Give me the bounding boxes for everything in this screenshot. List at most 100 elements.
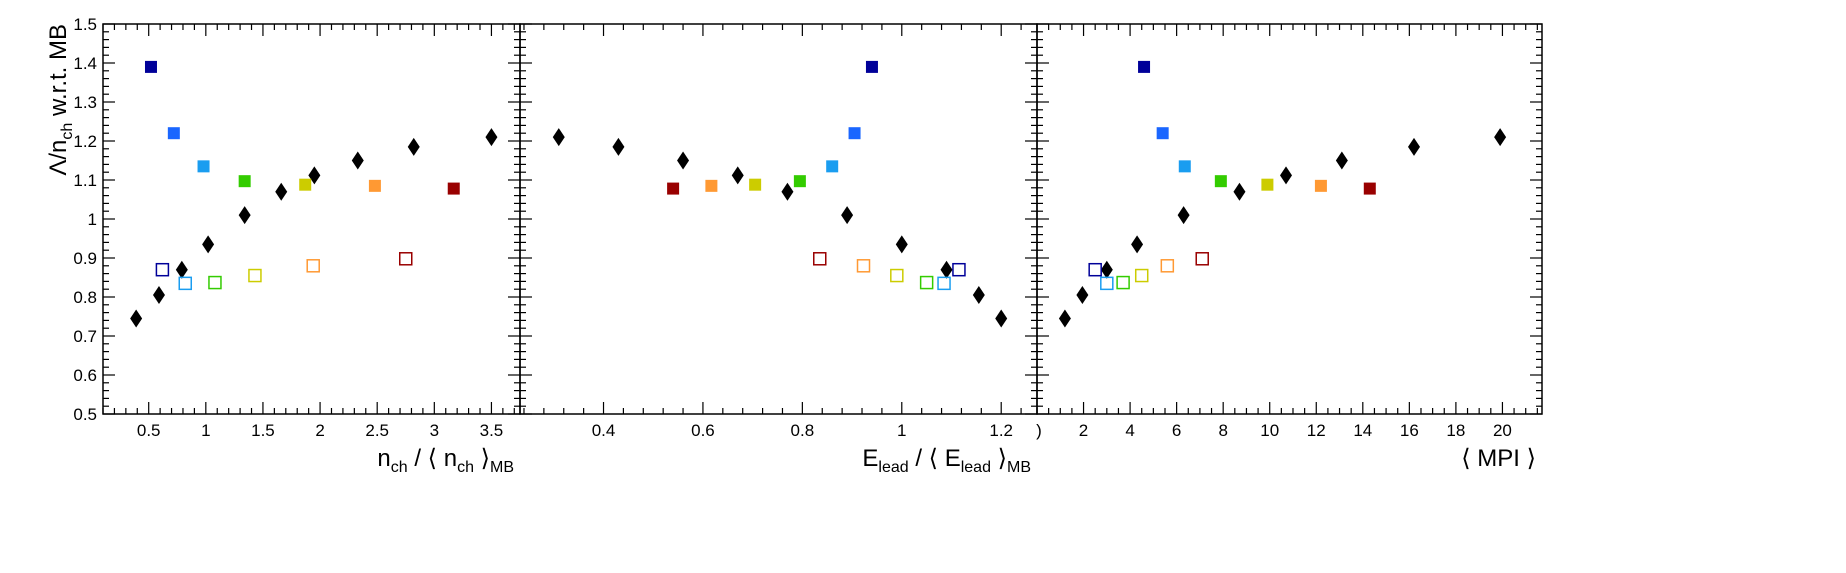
x-tick-label: 0.4: [592, 421, 616, 440]
x-tick-label: 3.5: [480, 421, 504, 440]
data-point-square-filled: [749, 178, 762, 191]
x-tick-label: 0.6: [691, 421, 715, 440]
data-point-square-filled: [238, 175, 251, 188]
panel-frame-1: [102, 23, 521, 415]
data-point-diamond: [1408, 137, 1421, 156]
data-point-square-open: [856, 259, 871, 273]
data-point-diamond: [202, 235, 215, 254]
data-point-diamond: [940, 260, 953, 279]
data-point-square-filled: [848, 127, 861, 140]
data-point-square-filled: [144, 60, 157, 73]
x-tick-label-partial: ): [1036, 421, 1042, 440]
data-point-diamond: [152, 286, 165, 305]
data-point-square-filled: [705, 179, 718, 192]
data-point-square-filled: [197, 160, 210, 173]
data-point-diamond: [485, 128, 498, 147]
data-point-diamond: [1131, 235, 1144, 254]
data-point-diamond: [238, 206, 251, 225]
x-tick-label: 10: [1260, 421, 1279, 440]
data-point-square-open: [1100, 276, 1114, 291]
data-point-diamond: [130, 309, 143, 328]
data-point-square-open: [890, 268, 904, 283]
data-point-square-open: [952, 262, 966, 277]
panel-frame-2: [519, 23, 1038, 415]
data-point-square-open: [248, 268, 262, 283]
y-tick-label: 1.1: [73, 171, 97, 190]
x-tick-label: 14: [1353, 421, 1372, 440]
data-point-square-filled: [447, 182, 460, 195]
x-tick-label: 6: [1172, 421, 1181, 440]
data-point-diamond: [1494, 128, 1507, 147]
data-marks: [130, 60, 1507, 328]
y-tick-label: 1: [88, 210, 97, 229]
y-tick-label: 0.8: [73, 288, 97, 307]
x-axis-title-1: nch / ⟨ nch ⟩MB: [377, 445, 514, 476]
x-tick-label: 16: [1400, 421, 1419, 440]
data-point-square-open: [937, 276, 951, 291]
data-point-square-open: [306, 259, 320, 273]
y-tick-label: 1.2: [73, 132, 97, 151]
data-point-diamond: [612, 137, 625, 156]
data-point-diamond: [552, 128, 565, 147]
y-tick-label: 1.4: [73, 54, 97, 73]
x-tick-label: 1.5: [251, 421, 275, 440]
x-tick-label: 2.5: [365, 421, 389, 440]
data-point-diamond: [841, 206, 854, 225]
data-point-diamond: [677, 151, 690, 170]
data-point-diamond: [1058, 309, 1071, 328]
x-tick-label: 0.8: [791, 421, 815, 440]
data-point-diamond: [1335, 151, 1348, 170]
x-tick-label: 4: [1125, 421, 1134, 440]
axis-ticks: [102, 23, 1542, 415]
data-point-square-filled: [1156, 127, 1169, 140]
data-point-square-filled: [299, 178, 312, 191]
y-tick-label: 0.9: [73, 249, 97, 268]
data-point-diamond: [1076, 286, 1089, 305]
data-point-square-open: [208, 275, 222, 290]
x-tick-label: 18: [1446, 421, 1465, 440]
data-point-square-open: [1160, 259, 1175, 273]
data-point-square-open: [155, 262, 170, 277]
tick-labels: 0.5 1 1.5 2 2.5 3 3.5 0.4 0.6 0.8 1 1.2 2 4 6 8 10 12 14 16…: [73, 15, 1512, 440]
data-point-diamond: [1100, 260, 1113, 279]
data-point-square-filled: [167, 127, 180, 140]
y-tick-label: 0.7: [73, 327, 97, 346]
data-point-square-filled: [1314, 179, 1327, 192]
data-point-square-open: [1116, 275, 1130, 290]
data-point-diamond: [995, 309, 1008, 328]
data-point-diamond: [781, 182, 794, 201]
data-point-square-filled: [667, 182, 680, 195]
data-point-square-filled: [1363, 182, 1376, 195]
data-point-diamond: [175, 260, 188, 279]
y-tick-label: 0.6: [73, 366, 97, 385]
data-point-square-filled: [1178, 160, 1191, 173]
x-tick-label: 2: [1079, 421, 1088, 440]
y-axis-title: Λ/nch w.r.t. MB: [45, 24, 76, 176]
x-tick-label: 2: [315, 421, 324, 440]
data-point-square-filled: [793, 175, 806, 188]
data-point-square-open: [1088, 262, 1102, 277]
data-point-square-filled: [1261, 178, 1274, 191]
x-tick-label: 0.5: [137, 421, 161, 440]
x-tick-label: 1: [897, 421, 906, 440]
x-tick-label: 1: [201, 421, 210, 440]
data-point-diamond: [1233, 182, 1246, 201]
y-tick-label: 1.5: [73, 15, 97, 34]
data-point-square-open: [919, 275, 934, 290]
data-point-square-filled: [1214, 175, 1227, 188]
y-tick-label: 0.5: [73, 405, 97, 424]
data-point-square-open: [1195, 252, 1209, 266]
x-tick-label: 12: [1307, 421, 1326, 440]
x-tick-label: 8: [1218, 421, 1227, 440]
x-axis-title-3: ⟨ MPI ⟩: [1461, 445, 1536, 472]
data-point-diamond: [308, 166, 321, 185]
data-point-diamond: [351, 151, 364, 170]
data-point-square-open: [813, 252, 827, 266]
panel-frame-3: [1036, 23, 1543, 415]
data-point-diamond: [972, 286, 985, 305]
x-tick-label: 1.2: [989, 421, 1013, 440]
data-point-square-open: [178, 276, 193, 291]
axis-titles: nch / ⟨ nch ⟩MB Elead / ⟨ Elead ⟩MB ⟨ MPI …: [45, 24, 1536, 476]
data-point-diamond: [407, 137, 420, 156]
